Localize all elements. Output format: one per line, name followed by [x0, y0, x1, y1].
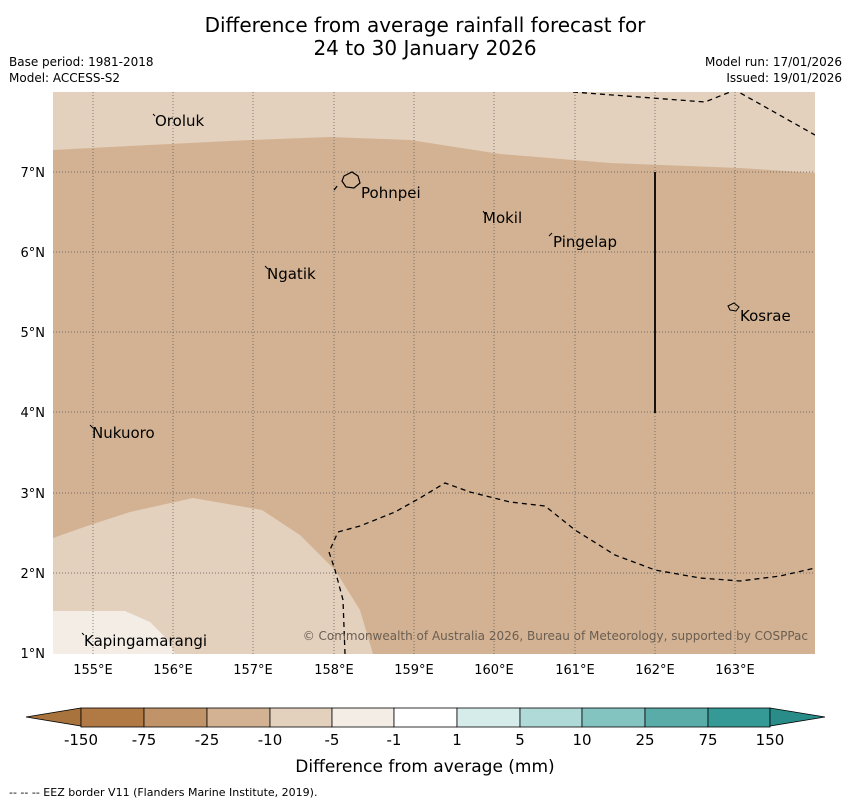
meta-right: Model run: 17/01/2026 Issued: 19/01/2026 [705, 54, 842, 86]
anomaly-fill-southwest-inner [53, 611, 175, 654]
map-area: Oroluk Pohnpei Mokil Pingelap Ngatik Kos… [53, 92, 815, 654]
lat-tick-6: 6°N [21, 246, 46, 261]
copyright-notice: © Commonwealth of Australia 2026, Bureau… [303, 629, 808, 643]
colorbar-label-1: -75 [132, 731, 157, 749]
lat-tick-1: 1°N [21, 647, 46, 662]
lat-tick-2: 2°N [21, 567, 46, 582]
lon-tick-155: 155°E [73, 663, 113, 678]
chart-title: Difference from average rainfall forecas… [0, 14, 850, 60]
colorbar-seg-1 [143, 707, 208, 728]
place-ngatik: Ngatik [267, 265, 316, 283]
colorbar-label-9: 25 [635, 731, 654, 749]
lon-tick-162: 162°E [635, 663, 675, 678]
colorbar-label-10: 75 [698, 731, 717, 749]
colorbar-seg-9 [644, 707, 709, 728]
lon-tick-161: 161°E [555, 663, 595, 678]
colorbar-label-6: 1 [452, 731, 462, 749]
colorbar-seg-2 [206, 707, 271, 728]
graticule [53, 92, 815, 654]
place-mokil: Mokil [483, 209, 522, 227]
place-kapingamarangi: Kapingamarangi [84, 632, 207, 650]
title-line-2: 24 to 30 January 2026 [313, 36, 537, 60]
colorbar-extend-high [769, 707, 826, 727]
place-oroluk: Oroluk [155, 112, 204, 130]
anomaly-fill-north [53, 92, 815, 173]
issued-date: Issued: 19/01/2026 [726, 71, 842, 85]
colorbar-label-8: 10 [572, 731, 591, 749]
lat-tick-3: 3°N [21, 487, 46, 502]
model-run: Model run: 17/01/2026 [704, 55, 842, 69]
atoll-marks [81, 113, 553, 636]
colorbar-extend-low [25, 707, 82, 727]
colorbar-seg-3 [269, 707, 333, 728]
place-kosrae: Kosrae [740, 307, 791, 325]
colorbar-title: Difference from average (mm) [295, 757, 554, 777]
colorbar-label-11: 150 [756, 731, 785, 749]
colorbar-label-5: -1 [387, 731, 402, 749]
meta-left: Base period: 1981-2018 Model: ACCESS-S2 [9, 54, 154, 86]
colorbar-seg-7 [519, 707, 583, 728]
lon-tick-157: 157°E [233, 663, 273, 678]
colorbar-label-3: -10 [258, 731, 283, 749]
kosrae-coastline [727, 302, 740, 312]
lat-tick-7: 7°N [21, 166, 46, 181]
colorbar-label-4: -5 [325, 731, 340, 749]
eez-footnote: -- -- -- EEZ border V11 (Flanders Marine… [9, 786, 318, 799]
place-nukuoro: Nukuoro [92, 424, 155, 442]
lon-tick-160: 160°E [474, 663, 514, 678]
lon-tick-158: 158°E [314, 663, 354, 678]
colorbar-label-2: -25 [195, 731, 220, 749]
pohnpei-coastline [341, 171, 361, 189]
colorbar-label-0: -150 [64, 731, 98, 749]
colorbar-seg-5 [393, 707, 458, 728]
place-pingelap: Pingelap [553, 233, 617, 251]
eez-borders [328, 92, 815, 654]
lon-tick-156: 156°E [153, 663, 193, 678]
lon-tick-159: 159°E [394, 663, 434, 678]
colorbar-seg-6 [456, 707, 521, 728]
colorbar-seg-10 [707, 707, 771, 728]
base-period: Base period: 1981-2018 [9, 55, 154, 69]
colorbar-seg-4 [331, 707, 395, 728]
title-line-1: Difference from average rainfall forecas… [204, 13, 646, 37]
colorbar-seg-0 [80, 707, 145, 728]
lat-tick-5: 5°N [21, 326, 46, 341]
place-pohnpei: Pohnpei [361, 184, 421, 202]
lat-tick-4: 4°N [21, 406, 46, 421]
colorbar [25, 707, 826, 728]
colorbar-seg-8 [581, 707, 646, 728]
colorbar-label-7: 5 [515, 731, 525, 749]
model-name: Model: ACCESS-S2 [9, 71, 121, 85]
lon-tick-163: 163°E [715, 663, 755, 678]
